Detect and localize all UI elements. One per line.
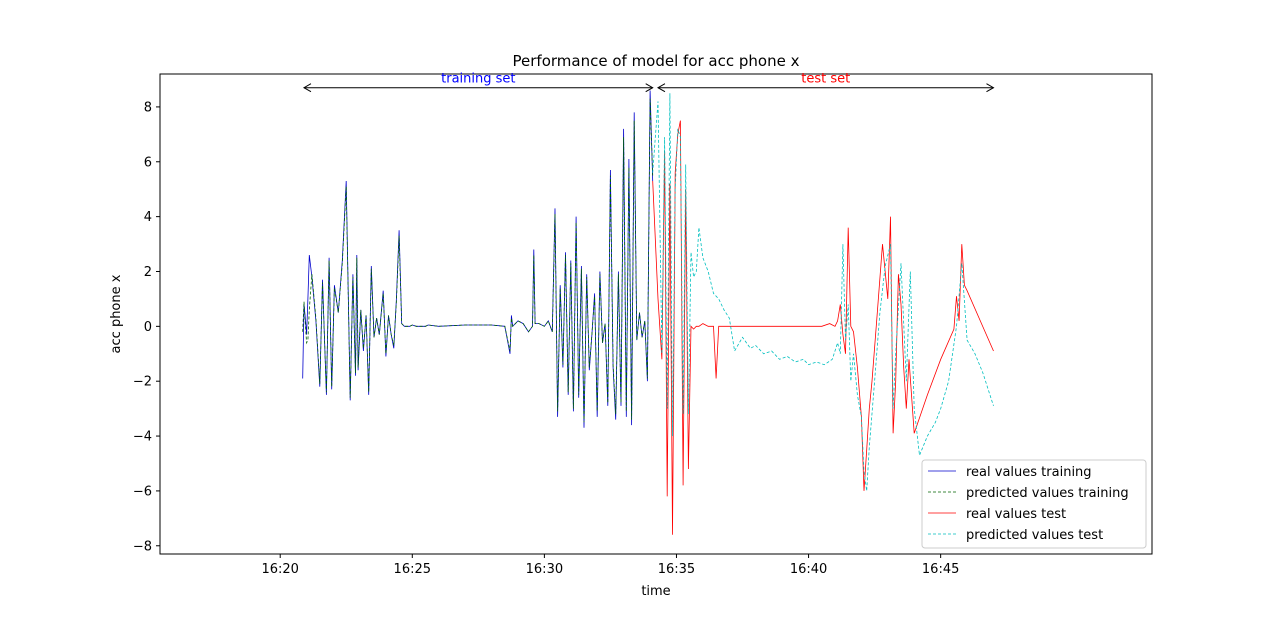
annotation-arrowhead-right (986, 83, 995, 93)
y-tick-label: 4 (144, 210, 152, 225)
y-tick-label: 0 (144, 320, 152, 335)
chart-title: Performance of model for acc phone x (513, 52, 800, 70)
series-line-4 (652, 93, 994, 491)
set-annotations: training set test set (302, 72, 995, 93)
annotation-label: training set (441, 72, 515, 87)
x-tick-label: 16:20 (261, 562, 298, 577)
legend-label-2: predicted values training (966, 486, 1129, 501)
plot-area (159, 73, 1153, 555)
series-line-2 (302, 98, 654, 423)
annotation-arrowhead-left (302, 83, 312, 93)
annotation-arrowhead-left (656, 83, 666, 93)
x-axis-label: time (641, 584, 670, 599)
legend-label-3: real values test (966, 507, 1066, 522)
y-tick-label: −6 (133, 484, 152, 499)
legend-box (921, 459, 1147, 549)
x-tick-label: 16:45 (922, 562, 959, 577)
plot-frame (159, 73, 1153, 555)
annotation-label: test set (801, 72, 850, 87)
y-tick-label: −8 (133, 539, 152, 554)
annotation-arrowhead-right (645, 83, 654, 93)
x-tick-label: 16:25 (394, 562, 431, 577)
x-tick-label: 16:35 (658, 562, 695, 577)
x-tick-label: 16:30 (526, 562, 563, 577)
y-tick-label: −4 (133, 430, 152, 445)
series-line-1 (302, 90, 654, 428)
legend-label-1: real values training (966, 465, 1092, 480)
y-tick-label: 6 (144, 155, 152, 170)
y-axis-label: acc phone x (109, 274, 124, 353)
x-tick-label: 16:40 (790, 562, 827, 577)
y-tick-label: 2 (144, 265, 152, 280)
legend: real values training predicted values tra… (921, 459, 1147, 549)
series-line-3 (652, 120, 994, 535)
legend-label-4: predicted values test (966, 528, 1103, 543)
y-tick-label: 8 (144, 100, 152, 115)
y-tick-label: −2 (133, 375, 152, 390)
axis-ticks: 16:20 16:25 16:30 16:35 16:40 16:45 −8 −6 −4 −2 0 2… (133, 100, 960, 577)
